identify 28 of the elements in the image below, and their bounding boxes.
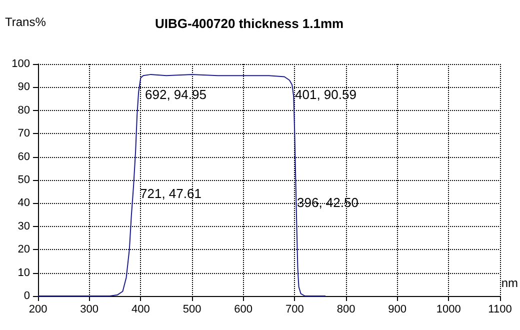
x-tick-label: 900: [388, 304, 407, 316]
x-tick-label: 700: [285, 304, 304, 316]
y-tick-label: 30: [18, 220, 30, 232]
y-tick-label: 90: [18, 81, 30, 94]
annotation: 721, 47.61: [140, 186, 202, 201]
y-tick-label: 60: [18, 150, 30, 163]
x-tick-label: 1000: [436, 304, 461, 316]
y-tick-label: 70: [18, 128, 30, 140]
chart-title: UIBG-400720 thickness 1.1mm: [155, 16, 344, 31]
y-tick-label: 20: [18, 244, 30, 256]
annotation: 692, 94.95: [145, 87, 206, 102]
line-series: [38, 74, 326, 296]
y-tick-label: 80: [18, 104, 30, 116]
annotation: 401, 90.59: [295, 87, 356, 102]
x-axis-title: nm: [501, 276, 518, 290]
x-tick-label: 300: [80, 304, 99, 316]
y-tick-label: 100: [12, 58, 30, 70]
x-tick-label: 400: [131, 304, 150, 316]
x-tick-label: 500: [182, 304, 202, 316]
y-axis-title: Trans%: [5, 15, 46, 29]
x-tick-label: 800: [336, 304, 356, 316]
y-tick-label: 0: [24, 290, 30, 302]
y-tick-label: 40: [18, 197, 30, 210]
x-tick-label: 1100: [488, 304, 512, 316]
y-tick-label: 50: [18, 174, 30, 186]
x-tick-label: 600: [234, 304, 253, 316]
x-tick-label: 200: [28, 304, 48, 316]
y-tick-label: 10: [18, 266, 30, 279]
